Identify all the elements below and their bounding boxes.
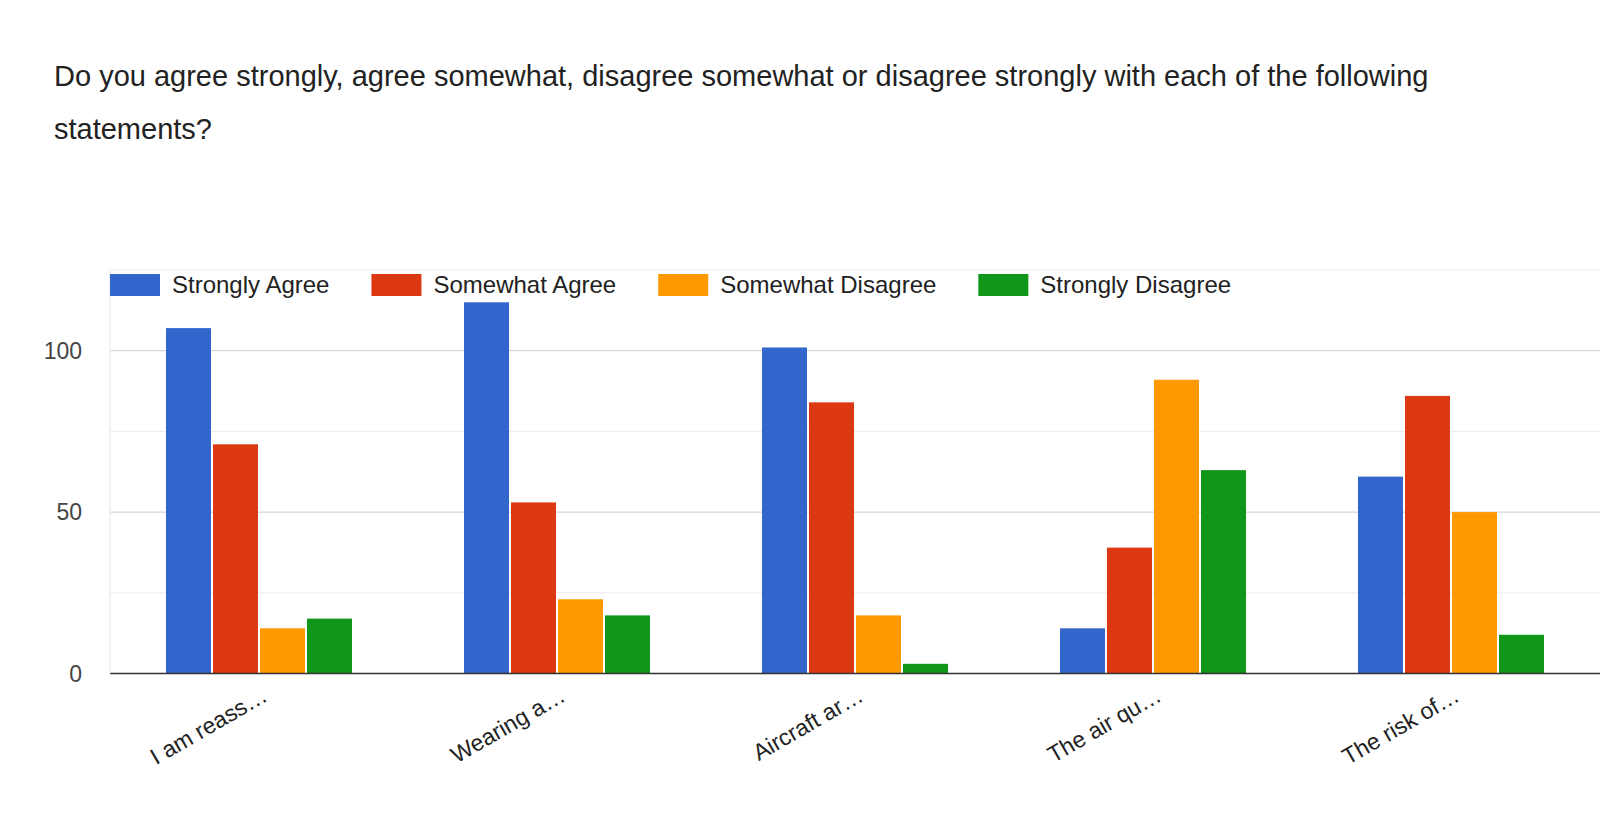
y-tick-label: 0 (69, 661, 82, 687)
title: Do you agree strongly, agree somewhat, d… (54, 60, 1428, 145)
legend-swatch (658, 274, 708, 296)
bar (260, 628, 305, 673)
bar (464, 302, 509, 673)
x-tick-label: I am reass… (146, 682, 272, 770)
x-tick-label: Aircraft ar… (748, 682, 867, 766)
bar (1405, 396, 1450, 674)
bar (1154, 380, 1199, 674)
bar (166, 328, 211, 673)
chart: Do you agree strongly, agree somewhat, d… (0, 0, 1600, 835)
bars (166, 302, 1544, 673)
title-line: statements? (54, 113, 212, 145)
legend-swatch (110, 274, 160, 296)
bar (511, 502, 556, 673)
legend-label: Somewhat Agree (433, 271, 616, 298)
y-axis-line (110, 270, 111, 674)
legend-label: Strongly Disagree (1040, 271, 1231, 298)
bar (762, 347, 807, 673)
legend-label: Somewhat Disagree (720, 271, 936, 298)
grid-line (110, 350, 1600, 351)
y-tick-label: 50 (56, 499, 82, 525)
x-tick-label: The risk of… (1338, 682, 1464, 770)
legend-swatch (371, 274, 421, 296)
y-tick-label: 100 (44, 338, 82, 364)
legend-swatch (978, 274, 1028, 296)
x-axis-line (110, 673, 1600, 675)
bar (605, 615, 650, 673)
bar (558, 599, 603, 673)
bar (809, 402, 854, 673)
chart-root: Do you agree strongly, agree somewhat, d… (0, 0, 1600, 835)
bar (1358, 477, 1403, 674)
bar (1107, 548, 1152, 674)
x-tick-label: The air qu… (1043, 682, 1166, 768)
minor-grid-line (110, 431, 1600, 432)
bar (307, 619, 352, 674)
bar (903, 664, 948, 674)
bar (213, 444, 258, 673)
x-tick-label: Wearing a… (446, 682, 569, 768)
bar (1499, 635, 1544, 674)
bar (856, 615, 901, 673)
bar (1060, 628, 1105, 673)
legend-label: Strongly Agree (172, 271, 329, 298)
bar (1201, 470, 1246, 673)
title-line: Do you agree strongly, agree somewhat, d… (54, 60, 1428, 92)
bar (1452, 512, 1497, 673)
